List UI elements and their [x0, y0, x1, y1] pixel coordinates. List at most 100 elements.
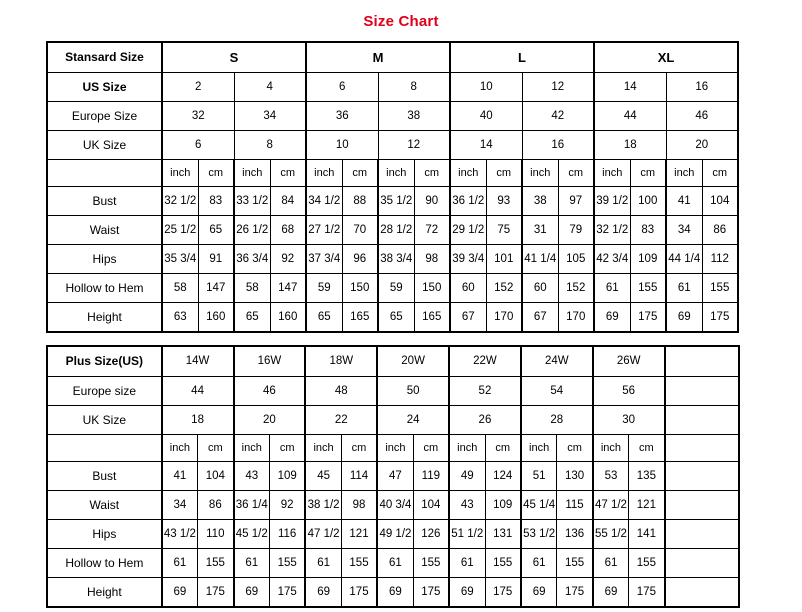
plus-cell-hollow-to-hem-1: 155 [197, 548, 234, 578]
cell-us-size-3: 8 [377, 72, 451, 102]
row-label-europe-size: Europe size [46, 376, 163, 406]
plus-cell-waist-11: 115 [556, 490, 594, 520]
plus-cell-waist-6: 40 3/4 [376, 490, 414, 520]
plus-cell-hollow-to-hem-6: 61 [376, 548, 414, 578]
cell-uk-size-5: 28 [519, 405, 594, 435]
cell-us-size-4: 10 [449, 72, 523, 102]
cell-europe-size-4: 40 [449, 101, 523, 131]
plus-cell-hips-10: 53 1/2 [519, 519, 558, 549]
plus-cell-hips-4: 47 1/2 [304, 519, 342, 549]
plus-cell-height-3: 175 [268, 577, 306, 608]
cell-height-0: 63 [161, 302, 199, 333]
cell-height-5: 165 [341, 302, 379, 333]
row-label-uk-size: UK Size [46, 405, 163, 435]
cell-hollow-to-hem-1: 147 [197, 273, 235, 303]
unit-cell-inch-8: inch [449, 159, 487, 187]
size-group-m: M [305, 41, 451, 73]
plus-cell-hips-0: 43 1/2 [160, 519, 199, 549]
plus-cell-waist-7: 104 [412, 490, 450, 520]
plus-cell-hips-7: 126 [412, 519, 450, 549]
plus-unit-cell-inch-4: inch [304, 434, 342, 462]
cell-uk-size-5: 16 [521, 130, 595, 160]
cell-waist-14: 34 [665, 215, 703, 245]
size-group-l: L [449, 41, 595, 73]
plus-cell-waist-1: 86 [197, 490, 234, 520]
plus-size-table: Plus Size(US) 14W 16W 18W 20W 22W 24W 26W Europe… [46, 345, 740, 608]
table-row: Bust 41 104 43 109 45 114 47 119 49 124 51 130 53 135 [46, 461, 740, 491]
plus-size-20w: 20W [376, 345, 450, 377]
plus-cell-height-2: 69 [232, 577, 270, 608]
cell-hollow-to-hem-9: 152 [485, 273, 523, 303]
unit-cell-cm-9: cm [485, 159, 523, 187]
plus-cell-hips-11: 136 [556, 519, 594, 549]
unit-cell-inch-4: inch [305, 159, 343, 187]
cell-europe-size-5: 54 [519, 376, 594, 406]
plus-cell-waist-8: 43 [448, 490, 486, 520]
cell-waist-6: 28 1/2 [377, 215, 415, 245]
cell-hips-6: 38 3/4 [377, 244, 415, 274]
cell-hips-1: 91 [197, 244, 235, 274]
plus-measure-empty-tail-waist [663, 490, 740, 520]
cell-hollow-to-hem-11: 152 [557, 273, 595, 303]
unit-cell-inch-10: inch [521, 159, 559, 187]
table-row: Height 69 175 69 175 69 175 69 175 69 175 69 175 69 17… [46, 577, 740, 608]
plus-measure-empty-tail-hollow-to-hem [663, 548, 740, 578]
plus-cell-waist-12: 47 1/2 [591, 490, 630, 520]
table-row: Bust 32 1/2 83 33 1/2 84 34 1/2 88 35 1/2 90 36 1… [46, 186, 739, 216]
plus-cell-waist-3: 92 [268, 490, 306, 520]
unit-row-empty-label [46, 159, 163, 187]
plus-cell-hollow-to-hem-7: 155 [412, 548, 450, 578]
row-label-us-size: US Size [46, 72, 163, 102]
plus-cell-hollow-to-hem-13: 155 [628, 548, 666, 578]
plus-cell-bust-8: 49 [448, 461, 486, 491]
cell-height-2: 65 [233, 302, 271, 333]
cell-uk-size-0: 6 [161, 130, 235, 160]
cell-hips-3: 92 [269, 244, 307, 274]
cell-hips-12: 42 3/4 [593, 244, 631, 274]
plus-size-header-label: Plus Size(US) [46, 345, 163, 377]
cell-uk-size-1: 8 [233, 130, 307, 160]
cell-bust-13: 100 [629, 186, 667, 216]
plus-cell-bust-4: 45 [304, 461, 342, 491]
table-row: Europe size 44 46 48 50 52 54 56 [46, 376, 740, 406]
cell-hips-11: 105 [557, 244, 595, 274]
unit-cell-cm-1: cm [197, 159, 235, 187]
cell-europe-size-3: 38 [377, 101, 451, 131]
plus-cell-waist-2: 36 1/4 [232, 490, 270, 520]
cell-uk-size-4: 14 [449, 130, 523, 160]
unit-cell-cm-7: cm [413, 159, 451, 187]
row-label-bust: Bust [46, 186, 163, 216]
plus-cell-height-11: 175 [556, 577, 594, 608]
plus-cell-bust-6: 47 [376, 461, 414, 491]
plus-unit-cell-inch-10: inch [519, 434, 558, 462]
plus-cell-bust-1: 104 [197, 461, 234, 491]
plus-cell-height-4: 69 [304, 577, 342, 608]
cell-waist-2: 26 1/2 [233, 215, 271, 245]
plus-unit-cell-inch-6: inch [376, 434, 414, 462]
row-label-hips: Hips [46, 244, 163, 274]
plus-cell-hips-5: 121 [340, 519, 378, 549]
cell-bust-9: 93 [485, 186, 523, 216]
plus-cell-height-12: 69 [591, 577, 630, 608]
table-row: Hollow to Hem 58 147 58 147 59 150 59 150 60 152 60… [46, 273, 739, 303]
plus-row-label-waist: Waist [46, 490, 163, 520]
plus-header-empty-tail [663, 345, 740, 377]
cell-us-size-0: 2 [161, 72, 235, 102]
cell-height-4: 65 [305, 302, 343, 333]
cell-hips-4: 37 3/4 [305, 244, 343, 274]
cell-hollow-to-hem-8: 60 [449, 273, 487, 303]
row-label-europe-size: Europe Size [46, 101, 163, 131]
plus-cell-height-5: 175 [340, 577, 378, 608]
plus-cell-bust-3: 109 [268, 461, 306, 491]
cell-hips-14: 44 1/4 [665, 244, 703, 274]
cell-bust-4: 34 1/2 [305, 186, 343, 216]
cell-hollow-to-hem-15: 155 [701, 273, 739, 303]
cell-hips-15: 112 [701, 244, 739, 274]
cell-uk-size-2: 22 [304, 405, 378, 435]
plus-cell-height-10: 69 [519, 577, 558, 608]
plus-unit-cell-cm-1: cm [197, 434, 234, 462]
unit-cell-inch-6: inch [377, 159, 415, 187]
plus-cell-bust-12: 53 [591, 461, 630, 491]
cell-uk-size-2: 10 [305, 130, 379, 160]
